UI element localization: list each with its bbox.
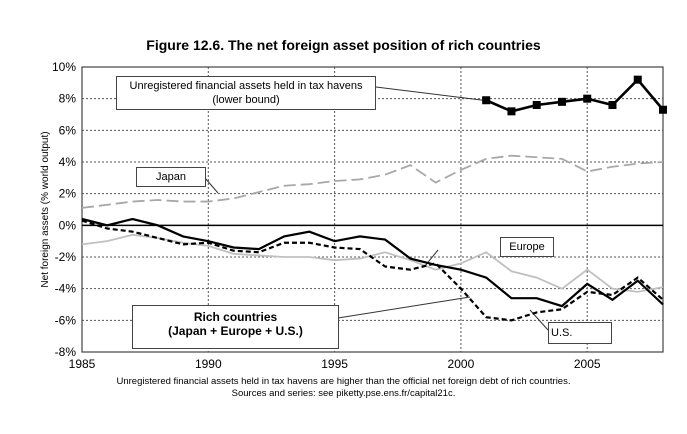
plot-border [81,66,664,353]
x-tick-label: 1990 [195,357,222,371]
sources-note: Sources and series: see piketty.pse.ens.… [231,388,456,399]
annotation-line: (lower bound) [212,94,280,106]
y-tick-label: 4% [59,155,77,169]
annotation-line: Rich countries [193,310,278,324]
data-point-square [633,75,642,84]
y-tick-label: 0% [59,218,77,232]
annotation-connector [375,86,484,101]
x-tick-label: 1985 [69,357,96,371]
y-axis-label: Net foreign assets (% world output) [40,131,51,287]
y-tick-label: -2% [55,250,77,264]
annotation-us: U.S. [548,322,612,344]
data-point-square [583,94,592,103]
data-point-square [532,101,541,109]
annotation-line: (Japan + Europe + U.S.) [168,324,303,338]
annotation-tax-havens: Unregistered financial assets held in ta… [116,76,376,110]
series-line-unregistered [485,77,664,113]
y-tick-label: -6% [55,313,77,327]
footnote: Unregistered financial assets held in ta… [116,376,571,387]
data-point-square [482,96,491,105]
series-line-europe [81,233,664,293]
annotation-connector [337,296,471,319]
series-line-rich [81,217,664,308]
annotation-europe: Europe [500,237,554,257]
annotation-rich-countries: Rich countries (Japan + Europe + U.S.) [132,305,339,349]
y-tick-label: 6% [59,123,77,137]
series-line-us [81,219,664,322]
data-point-square [557,97,566,106]
y-tick-label: -4% [55,282,77,296]
data-point-square [608,101,617,109]
y-tick-label: 10% [52,60,76,74]
x-tick-label: 2005 [574,357,601,371]
series-line-japan [81,154,664,209]
chart-title: Figure 12.6. The net foreign asset posit… [146,37,541,53]
y-tick-label: -8% [55,345,77,359]
annotation-japan: Japan [136,167,206,187]
annotation-line: Unregistered financial assets held in ta… [129,80,363,92]
x-tick-label: 1995 [321,357,348,371]
data-point-square [507,107,516,116]
data-point-square [659,105,667,114]
annotation-connector [204,177,219,194]
y-tick-label: 8% [59,92,77,106]
y-tick-label: 2% [59,187,77,201]
x-tick-label: 2000 [448,357,475,371]
